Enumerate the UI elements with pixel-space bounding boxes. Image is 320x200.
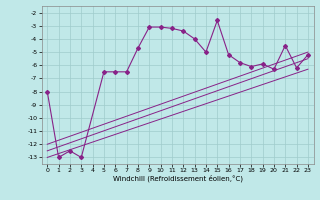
X-axis label: Windchill (Refroidissement éolien,°C): Windchill (Refroidissement éolien,°C) <box>113 175 243 182</box>
